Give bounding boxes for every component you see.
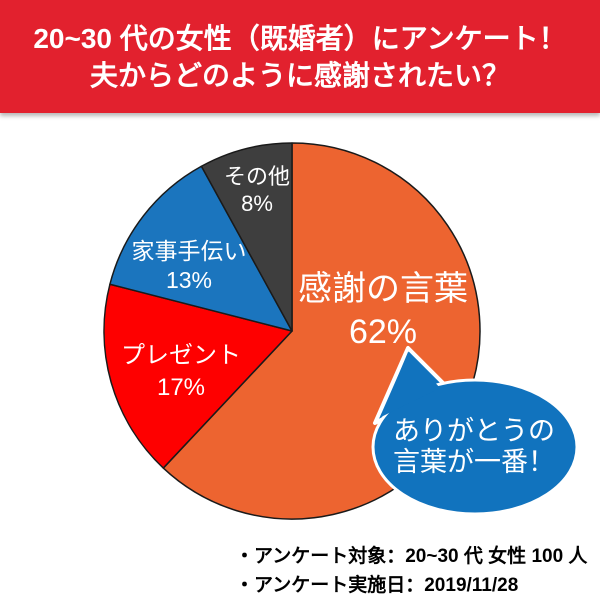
pie-label-percent: 62%: [348, 313, 418, 351]
pie-label-words-of-thanks: 感謝の言葉 62%: [298, 268, 468, 354]
pie-label-housework-help: 家事手伝い 13%: [132, 237, 247, 295]
speech-bubble-line-1: ありがとうの: [393, 416, 555, 446]
pie-label-percent: 17%: [156, 374, 206, 401]
pie-slice-2: [109, 165, 293, 332]
footnote-survey-date: ・アンケート実施日：2019/11/28: [235, 575, 519, 596]
speech-bubble-line-2: 言葉が一番！: [393, 447, 555, 477]
title-banner: 20~30 代の女性（既婚者）にアンケート！ 夫からどのように感謝されたい？: [0, 0, 600, 113]
pie-slice-1: [103, 283, 293, 469]
survey-footnotes: ・アンケート対象：20~30 代 女性 100 人 ・アンケート実施日：2019…: [235, 542, 587, 600]
pie-label-text: 家事手伝い: [131, 238, 247, 264]
speech-bubble-body: [371, 378, 579, 516]
pie-slice-3: [200, 142, 293, 332]
pie-label-text: その他: [223, 164, 291, 189]
pie-label-present: プレゼント 17%: [121, 340, 241, 404]
speech-bubble: [371, 346, 579, 516]
title-line-2: 夫からどのように感謝されたい？: [89, 59, 510, 91]
pie-label-other: その他 8%: [224, 163, 290, 217]
pie-label-text: プレゼント: [121, 342, 241, 369]
title-line-1: 20~30 代の女性（既婚者）にアンケート！: [33, 22, 567, 54]
pie-label-percent: 13%: [165, 267, 213, 293]
pie-label-percent: 8%: [241, 191, 273, 216]
pie-label-text: 感謝の言葉: [298, 270, 468, 308]
speech-bubble-tail-fill: [381, 352, 440, 417]
speech-bubble-text: ありがとうの 言葉が一番！: [393, 416, 555, 478]
footnote-survey-target: ・アンケート対象：20~30 代 女性 100 人: [235, 546, 588, 567]
